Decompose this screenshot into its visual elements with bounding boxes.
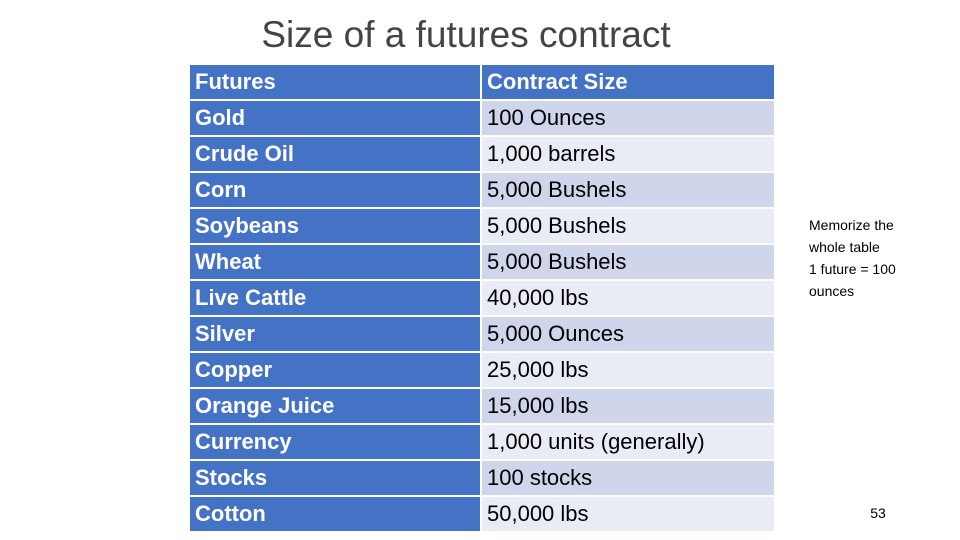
table-row: Gold 100 Ounces [188,99,776,137]
table-cell: Live Cattle [188,279,482,317]
header-row: Futures Contract Size [188,63,776,101]
table-row: Cotton 50,000 lbs [188,495,776,533]
table-cell: Currency [188,423,482,461]
table-cell: 5,000 Bushels [480,171,776,209]
slide-title: Size of a futures contract [261,14,671,55]
table-cell: 50,000 lbs [480,495,776,533]
table-row: Orange Juice 15,000 lbs [188,387,776,425]
table-cell: Stocks [188,459,482,497]
table-cell: 1,000 units (generally) [480,423,776,461]
page-number: 53 [870,505,886,521]
table-row: Corn 5,000 Bushels [188,171,776,209]
table-row: Wheat 5,000 Bushels [188,243,776,281]
table-cell: Gold [188,99,482,137]
table-row: Crude Oil 1,000 barrels [188,135,776,173]
table-cell: 25,000 lbs [480,351,776,389]
table-cell: 1,000 barrels [480,135,776,173]
note-line: Memorize the whole table [809,217,894,255]
table-row: Currency 1,000 units (generally) [188,423,776,461]
notes: Memorize the whole table 1 future = 100 o… [809,214,919,302]
table-cell: 40,000 lbs [480,279,776,317]
table-row: Stocks 100 stocks [188,459,776,497]
table-cell: Soybeans [188,207,482,245]
table-row: Silver 5,000 Ounces [188,315,776,353]
table-cell: Silver [188,315,482,353]
note-line: 1 future = 100 ounces [809,261,896,299]
table-cell: 100 stocks [480,459,776,497]
table-cell: Crude Oil [188,135,482,173]
table-cell: Orange Juice [188,387,482,425]
header-cell: Futures [188,63,482,101]
table-row: Live Cattle 40,000 lbs [188,279,776,317]
table-cell: 5,000 Ounces [480,315,776,353]
table-row: Soybeans 5,000 Bushels [188,207,776,245]
contract-table: Futures Contract Size Gold 100 Ounces Crude … [188,63,776,533]
table-cell: Wheat [188,243,482,281]
table-cell: Copper [188,351,482,389]
table-cell: Cotton [188,495,482,533]
table-cell: 5,000 Bushels [480,243,776,281]
table-cell: Corn [188,171,482,209]
table-row: Copper 25,000 lbs [188,351,776,389]
header-cell: Contract Size [480,63,776,101]
table-cell: 15,000 lbs [480,387,776,425]
table-cell: 5,000 Bushels [480,207,776,245]
table-cell: 100 Ounces [480,99,776,137]
